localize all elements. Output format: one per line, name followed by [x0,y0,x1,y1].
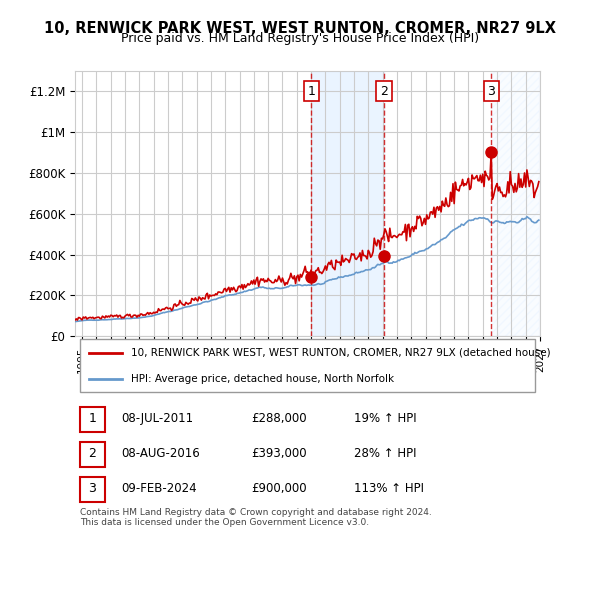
Text: 09-FEB-2024: 09-FEB-2024 [121,482,197,495]
Text: 10, RENWICK PARK WEST, WEST RUNTON, CROMER, NR27 9LX (detached house): 10, RENWICK PARK WEST, WEST RUNTON, CROM… [131,348,550,358]
Bar [491,71,539,336]
Text: 08-AUG-2016: 08-AUG-2016 [121,447,200,460]
Text: This data is licensed under the Open Government Licence v3.0.: This data is licensed under the Open Gov… [80,518,369,527]
Text: 1: 1 [307,85,315,98]
Text: £288,000: £288,000 [252,412,307,425]
Text: 113% ↑ HPI: 113% ↑ HPI [354,482,424,495]
Text: 08-JUL-2011: 08-JUL-2011 [121,412,194,425]
Text: 19% ↑ HPI: 19% ↑ HPI [354,412,416,425]
Text: 3: 3 [488,85,496,98]
FancyBboxPatch shape [80,442,105,467]
Text: 1: 1 [89,412,97,425]
Text: 28% ↑ HPI: 28% ↑ HPI [354,447,416,460]
Text: 2: 2 [89,447,97,460]
Text: 2: 2 [380,85,388,98]
Text: Price paid vs. HM Land Registry's House Price Index (HPI): Price paid vs. HM Land Registry's House … [121,32,479,45]
Text: HPI: Average price, detached house, North Norfolk: HPI: Average price, detached house, Nort… [131,374,394,384]
Text: £393,000: £393,000 [252,447,307,460]
Bar [311,71,384,336]
Text: 3: 3 [89,482,97,495]
FancyBboxPatch shape [80,477,105,502]
FancyBboxPatch shape [80,339,535,392]
Text: £900,000: £900,000 [252,482,307,495]
Text: 10, RENWICK PARK WEST, WEST RUNTON, CROMER, NR27 9LX: 10, RENWICK PARK WEST, WEST RUNTON, CROM… [44,21,556,35]
FancyBboxPatch shape [80,407,105,432]
Text: Contains HM Land Registry data © Crown copyright and database right 2024.: Contains HM Land Registry data © Crown c… [80,507,431,517]
Bar [491,71,539,336]
